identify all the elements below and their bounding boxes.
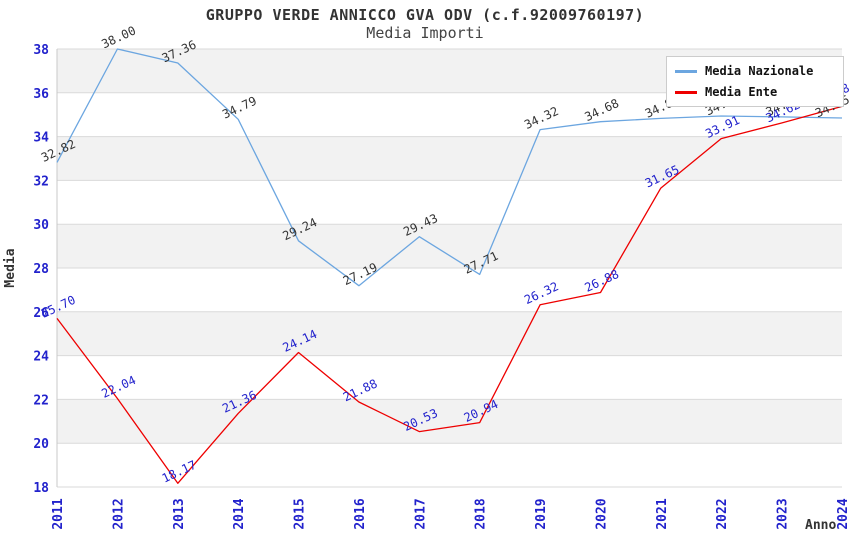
y-tick-label: 34 bbox=[33, 131, 49, 146]
y-tick-label: 20 bbox=[33, 437, 49, 452]
chart-legend: Media Nazionale Media Ente bbox=[666, 56, 844, 107]
x-tick-label: 2022 bbox=[715, 498, 730, 529]
x-tick-label: 2019 bbox=[534, 498, 549, 529]
y-tick-label: 32 bbox=[33, 174, 49, 189]
y-tick-label: 38 bbox=[33, 43, 49, 58]
data-label: 38.00 bbox=[99, 23, 138, 51]
x-tick-label: 2021 bbox=[655, 498, 670, 529]
chart-subtitle: Media Importi bbox=[366, 24, 484, 42]
x-tick-label: 2014 bbox=[232, 498, 247, 529]
x-axis-title: Anno bbox=[805, 518, 836, 533]
grid-band bbox=[57, 311, 842, 356]
x-tick-label: 2017 bbox=[413, 498, 428, 529]
chart-title: GRUPPO VERDE ANNICCO GVA ODV (c.f.920097… bbox=[205, 6, 645, 24]
x-tick-label: 2018 bbox=[474, 498, 489, 529]
x-tick-label: 2024 bbox=[836, 498, 850, 529]
y-tick-label: 28 bbox=[33, 262, 49, 277]
x-tick-label: 2011 bbox=[51, 498, 66, 529]
x-tick-label: 2012 bbox=[111, 498, 126, 529]
x-tick-label: 2023 bbox=[776, 498, 791, 529]
data-label: 34.68 bbox=[582, 96, 621, 124]
legend-swatch-0 bbox=[675, 69, 697, 73]
x-tick-label: 2015 bbox=[293, 498, 308, 529]
x-tick-label: 2013 bbox=[172, 498, 187, 529]
grid-band bbox=[57, 136, 842, 181]
y-tick-label: 18 bbox=[33, 481, 49, 496]
series-line-media-ente bbox=[56, 105, 843, 484]
x-tick-label: 2016 bbox=[353, 498, 368, 529]
legend-label: Media Ente bbox=[705, 85, 778, 99]
y-tick-label: 22 bbox=[33, 393, 49, 408]
data-label: 34.79 bbox=[220, 94, 259, 122]
y-tick-label: 24 bbox=[33, 350, 49, 365]
data-label: 22.04 bbox=[99, 373, 138, 401]
grid-band bbox=[57, 399, 842, 444]
legend-item-media-ente: Media Ente bbox=[675, 85, 835, 99]
data-label: 26.32 bbox=[522, 279, 561, 307]
grid-band bbox=[57, 224, 842, 268]
legend-item-media-nazionale: Media Nazionale bbox=[675, 64, 835, 78]
y-tick-label: 26 bbox=[33, 306, 49, 321]
x-tick-label: 2020 bbox=[594, 498, 609, 529]
y-tick-label: 36 bbox=[33, 87, 49, 102]
legend-swatch-1 bbox=[675, 90, 697, 94]
y-tick-label: 30 bbox=[33, 218, 49, 233]
series-line-media-nazionale bbox=[56, 48, 843, 287]
y-axis-title: Media bbox=[3, 248, 18, 287]
legend-label: Media Nazionale bbox=[705, 64, 814, 78]
